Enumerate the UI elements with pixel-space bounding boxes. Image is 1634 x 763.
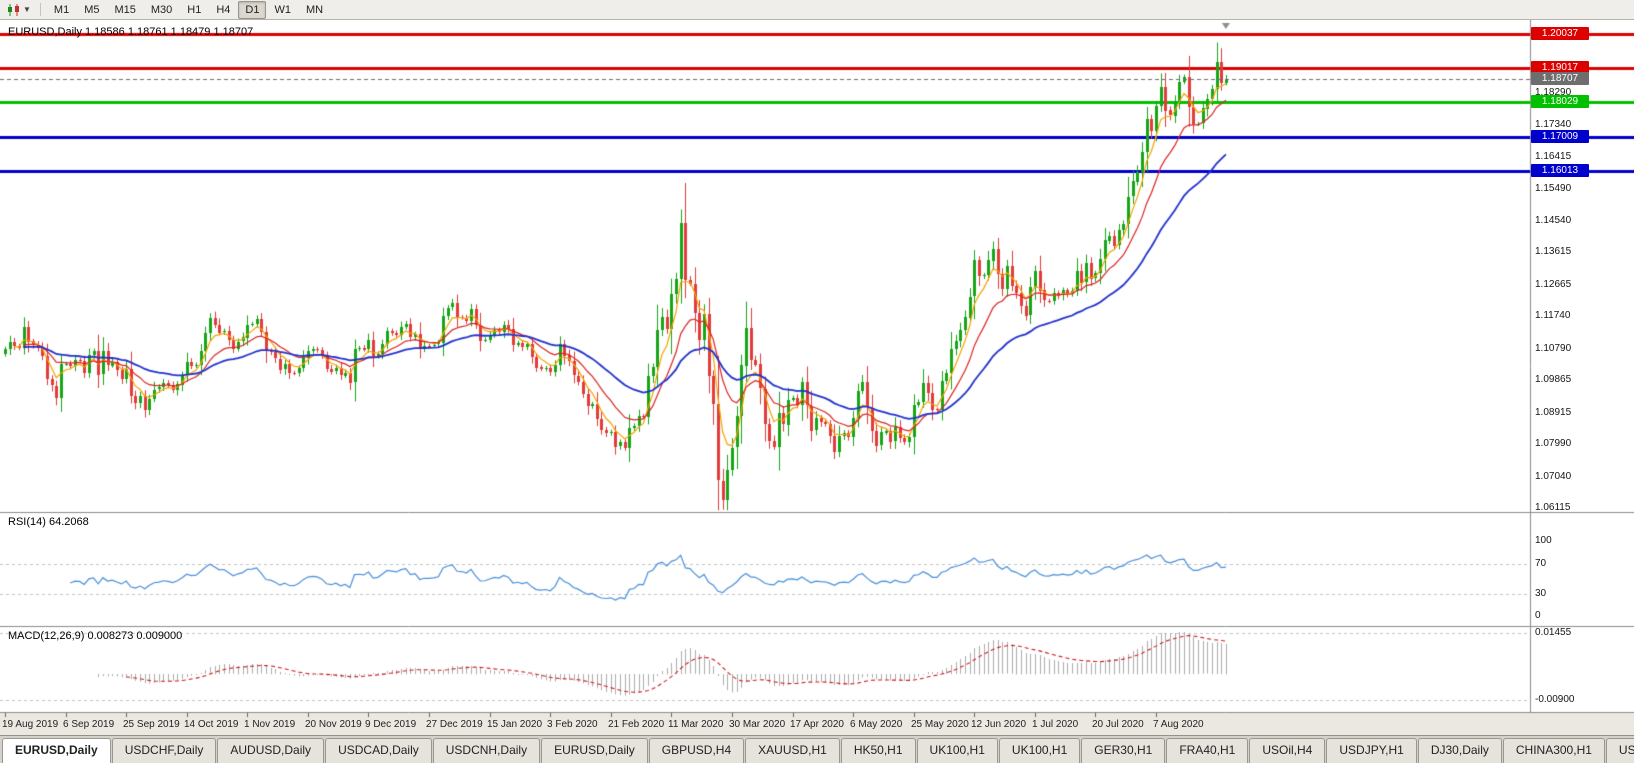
price-axis-tick: 1.06115: [1535, 502, 1571, 513]
tab-usdjpy-h1[interactable]: USDJPY,H1: [1326, 738, 1417, 763]
rsi-title: RSI(14) 64.2068: [8, 516, 89, 528]
price-axis-tick: 1.07990: [1535, 438, 1572, 449]
date-axis-label: 9 Dec 2019: [365, 719, 417, 730]
date-axis-label: 12 Jun 2020: [971, 719, 1027, 730]
date-axis-label: 27 Dec 2019: [426, 719, 483, 730]
date-axis-label: 3 Feb 2020: [547, 719, 598, 730]
timeframe-w1[interactable]: W1: [274, 3, 291, 16]
tab-ger30-h1[interactable]: GER30,H1: [1081, 738, 1166, 763]
tab-usoil-h1[interactable]: USOil,H1: [1605, 738, 1634, 763]
date-axis-label: 11 Mar 2020: [668, 719, 724, 730]
rsi-axis-tick: 30: [1535, 588, 1547, 599]
date-axis-label: 7 Aug 2020: [1153, 719, 1204, 730]
price-axis-tick: 1.08915: [1535, 407, 1572, 418]
tab-gbpusd-h4[interactable]: GBPUSD,H4: [648, 738, 745, 763]
rsi-axis-tick: 0: [1535, 610, 1541, 621]
date-axis-label: 15 Jan 2020: [487, 719, 543, 730]
price-axis-tick: 1.10790: [1535, 343, 1572, 354]
timeframe-mn[interactable]: MN: [305, 3, 324, 16]
tab-usdcad-daily[interactable]: USDCAD,Daily: [325, 738, 432, 763]
timeframe-group: M1 M5 M15 M30 H1 H4 D1 W1 MN: [47, 0, 330, 19]
price-marker-1.18029: 1.18029: [1531, 95, 1589, 108]
price-axis-tick: 1.11740: [1535, 310, 1571, 321]
timeframe-m1[interactable]: M1: [53, 3, 70, 16]
date-axis-label: 21 Feb 2020: [608, 719, 665, 730]
date-axis-label: 17 Apr 2020: [790, 719, 844, 730]
tab-usoil-h4[interactable]: USOil,H4: [1249, 738, 1326, 763]
chart-type-button[interactable]: ▼: [4, 3, 34, 16]
price-marker-1.18707: 1.18707: [1531, 72, 1589, 85]
tab-uk100-h1[interactable]: UK100,H1: [916, 738, 998, 763]
date-axis-label: 6 May 2020: [850, 719, 903, 730]
price-axis-tick: 1.16415: [1535, 151, 1572, 162]
date-axis-label: 6 Sep 2019: [63, 719, 115, 730]
candlestick-chart-icon: [8, 3, 19, 16]
tab-hk50-h1[interactable]: HK50,H1: [840, 738, 916, 763]
price-chart-canvas[interactable]: [0, 20, 1634, 735]
timeframe-toolbar: ▼ M1 M5 M15 M30 H1 H4 D1 W1 MN: [0, 0, 1634, 20]
date-axis-label: 20 Jul 2020: [1092, 719, 1144, 730]
price-axis-tick: 1.13615: [1535, 246, 1572, 257]
price-axis-tick: 1.14540: [1535, 215, 1572, 226]
tab-uk100-h1[interactable]: UK100,H1: [998, 738, 1081, 763]
date-axis-label: 19 Aug 2019: [2, 719, 59, 730]
price-marker-1.16013: 1.16013: [1531, 164, 1589, 177]
tab-eurusd-daily[interactable]: EURUSD,Daily: [541, 738, 648, 763]
chart-ohlc-title: EURUSD,Daily 1.18586 1.18761 1.18479 1.1…: [8, 26, 254, 38]
rsi-axis-tick: 100: [1535, 535, 1552, 546]
timeframe-d1[interactable]: D1: [238, 0, 267, 19]
timeframe-m15[interactable]: M15: [114, 3, 136, 16]
price-axis-tick: 1.09865: [1535, 374, 1572, 385]
timeframe-h4[interactable]: H4: [216, 3, 231, 16]
timeframe-h1[interactable]: H1: [187, 3, 202, 16]
date-axis-label: 14 Oct 2019: [184, 719, 239, 730]
price-axis-tick: 1.17340: [1535, 119, 1572, 130]
date-axis-label: 1 Jul 2020: [1032, 719, 1079, 730]
date-axis-label: 25 May 2020: [911, 719, 969, 730]
macd-axis-tick: -0.00900: [1535, 694, 1575, 705]
rsi-axis-tick: 70: [1535, 558, 1547, 569]
price-axis-tick: 1.12665: [1535, 279, 1572, 290]
toolbar-separator: [39, 3, 41, 16]
tab-dj30-daily[interactable]: DJ30,Daily: [1417, 738, 1502, 763]
price-marker-1.20037: 1.20037: [1531, 27, 1589, 40]
tab-usdcnh-daily[interactable]: USDCNH,Daily: [432, 738, 541, 763]
timeframe-m30[interactable]: M30: [150, 3, 173, 16]
chart-tab-bar: EURUSD,Daily USDCHF,Daily AUDUSD,Daily USDC…: [0, 735, 1634, 763]
price-marker-1.17009: 1.17009: [1531, 130, 1589, 143]
price-marker-1.19017: 1.19017: [1531, 61, 1589, 74]
tab-china300-h1[interactable]: CHINA300,H1: [1502, 738, 1605, 763]
price-axis-tick: 1.15490: [1535, 183, 1572, 194]
tab-fra40-h1[interactable]: FRA40,H1: [1166, 738, 1249, 763]
chart-workspace: EURUSD,Daily 1.18586 1.18761 1.18479 1.1…: [0, 20, 1634, 735]
date-axis-label: 25 Sep 2019: [123, 719, 180, 730]
date-axis-label: 20 Nov 2019: [305, 719, 362, 730]
date-axis-label: 1 Nov 2019: [244, 719, 296, 730]
date-axis-label: 30 Mar 2020: [729, 719, 786, 730]
tab-usdchf-daily[interactable]: USDCHF,Daily: [111, 738, 217, 763]
tab-audusd-daily[interactable]: AUDUSD,Daily: [217, 738, 325, 763]
chevron-down-icon: ▼: [23, 5, 31, 14]
price-axis-tick: 1.18290: [1535, 87, 1572, 98]
tab-xauusd-h1[interactable]: XAUUSD,H1: [745, 738, 840, 763]
timeframe-m5[interactable]: M5: [84, 3, 100, 16]
price-axis-tick: 1.07040: [1535, 471, 1572, 482]
tab-eurusd-daily[interactable]: EURUSD,Daily: [2, 738, 111, 763]
macd-title: MACD(12,26,9) 0.008273 0.009000: [8, 630, 183, 642]
macd-axis-tick: 0.01455: [1535, 627, 1572, 638]
